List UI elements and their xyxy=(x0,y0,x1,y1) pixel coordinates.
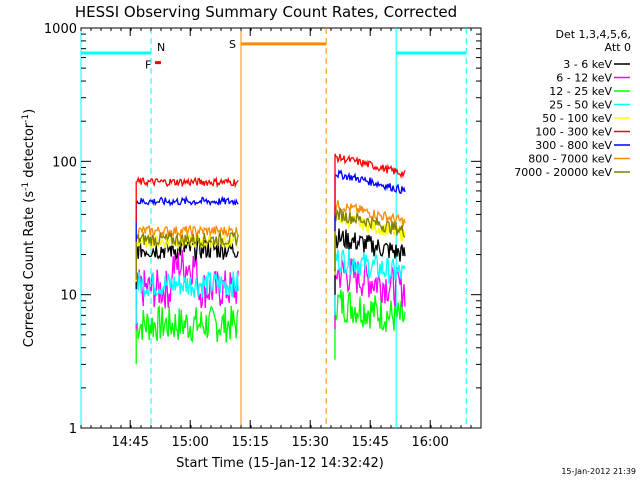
series-line xyxy=(334,206,406,272)
footer-timestamp: 15-Jan-2012 21:39 xyxy=(561,467,636,476)
series-line xyxy=(334,153,406,215)
y-tick-label: 1000 xyxy=(44,22,77,37)
legend-label: 7000 - 20000 keV xyxy=(514,166,612,179)
y-label-sup2: -1 xyxy=(21,114,31,123)
x-tick-label: 15:45 xyxy=(351,435,388,450)
series-line xyxy=(135,237,239,290)
series-line xyxy=(334,258,406,330)
legend-label: 12 - 25 keV xyxy=(549,85,612,98)
series-line xyxy=(135,176,239,223)
y-label-mid: detector xyxy=(22,122,37,182)
x-tick-label: 14:45 xyxy=(111,435,148,450)
legend-header-detectors: Det 1,3,4,5,6, xyxy=(555,28,631,41)
data-layer xyxy=(80,28,467,428)
x-tick-label: 15:30 xyxy=(291,435,328,450)
legend-label: 800 - 7000 keV xyxy=(528,153,612,166)
series-line xyxy=(334,200,406,263)
y-tick-label: 10 xyxy=(60,289,77,304)
y-tick-label: 100 xyxy=(52,155,77,170)
series-line xyxy=(135,224,239,272)
legend-label: 6 - 12 keV xyxy=(556,72,612,85)
y-label-main: Corrected Count Rate (s xyxy=(22,191,37,348)
legend-label: 50 - 100 keV xyxy=(542,112,612,125)
legend-label: 25 - 50 keV xyxy=(549,99,612,112)
series-line xyxy=(334,168,406,232)
plot-frame xyxy=(80,27,482,429)
series-line xyxy=(135,231,239,280)
series-line xyxy=(135,271,239,325)
x-tick-label: 16:00 xyxy=(411,435,448,450)
series-line xyxy=(334,289,406,360)
chart-title: HESSI Observing Summary Count Rates, Cor… xyxy=(75,3,457,21)
flag-label-night: N xyxy=(157,41,165,54)
legend-label: 300 - 800 keV xyxy=(535,139,612,152)
series-line xyxy=(135,304,239,365)
series-line xyxy=(334,228,406,295)
x-axis-label: Start Time (15-Jan-12 14:32:42) xyxy=(176,456,384,471)
legend-label: 3 - 6 keV xyxy=(563,58,612,71)
y-label-sup1: -1 xyxy=(21,182,31,191)
series-line xyxy=(135,195,239,242)
flag-label-saa: S xyxy=(229,38,236,51)
x-tick-label: 15:00 xyxy=(171,435,208,450)
flag-label-flare: F xyxy=(145,59,151,72)
y-tick-label: 1 xyxy=(69,422,77,437)
series-line xyxy=(334,247,406,316)
x-tick-label: 15:15 xyxy=(231,435,268,450)
legend-label: 100 - 300 keV xyxy=(535,126,612,139)
legend-header-attenuator: Att 0 xyxy=(605,41,631,54)
y-label-end: ) xyxy=(22,109,37,114)
y-axis-label: Corrected Count Rate (s-1 detector-1) xyxy=(21,109,37,347)
